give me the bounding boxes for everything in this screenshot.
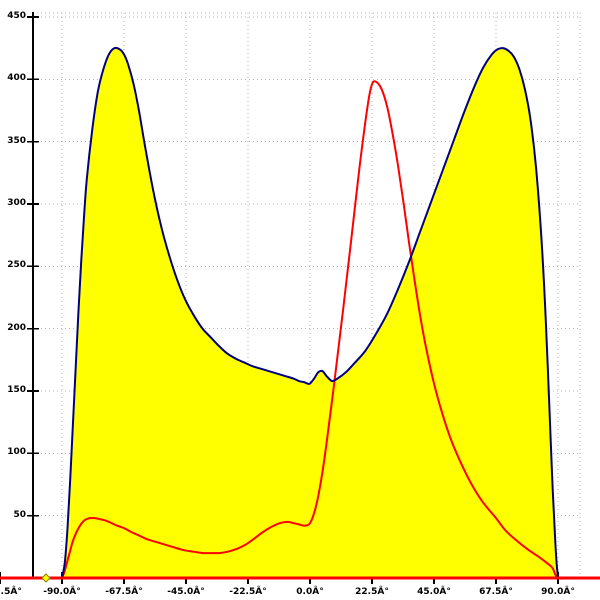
y-tick-label: 300 — [7, 198, 26, 208]
y-tick-label: 200 — [7, 322, 26, 333]
y-tick-label: 150 — [7, 385, 26, 395]
origin-marker — [41, 573, 51, 583]
y-tick-label: 50 — [13, 509, 26, 520]
x-tick-label: 22.5Â° — [355, 587, 389, 597]
y-tick-label: 250 — [7, 260, 26, 271]
y-tick-label: 100 — [7, 447, 26, 458]
series-line-blue — [61, 46, 559, 579]
y-tick-label: 450 — [7, 11, 26, 21]
x-tick-label: -22.5Â° — [229, 587, 267, 597]
x-tick-label: -112.5Â° — [0, 587, 22, 597]
x-tick-label: 45.0Â° — [417, 587, 451, 597]
y-tick-label: 400 — [7, 73, 26, 84]
x-tick-label: -45.0Â° — [167, 587, 205, 597]
x-tick-label: -67.5Â° — [105, 587, 143, 597]
series-group — [0, 46, 600, 583]
x-tick-label: 67.5Â° — [479, 587, 513, 597]
y-tick-label: 350 — [7, 135, 26, 146]
area-fill-yellow — [62, 47, 558, 579]
x-tick-label: 90.0Â° — [541, 587, 575, 597]
x-tick-label: -90.0Â° — [43, 587, 81, 597]
series-line-red — [0, 80, 600, 580]
x-tick-label: 0.0Â° — [296, 587, 324, 597]
x-tick-label: 112.5Â° — [589, 587, 600, 597]
